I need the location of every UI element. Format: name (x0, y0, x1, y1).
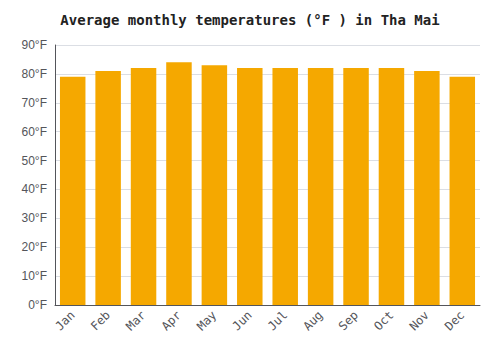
svg-text:Jul: Jul (265, 308, 290, 333)
svg-text:Sep: Sep (336, 308, 361, 333)
svg-text:20°F: 20°F (22, 240, 47, 254)
svg-text:60°F: 60°F (22, 125, 47, 139)
svg-text:Aug: Aug (300, 308, 325, 333)
svg-text:80°F: 80°F (22, 67, 47, 81)
svg-text:Feb: Feb (88, 308, 113, 333)
svg-text:Mar: Mar (123, 308, 148, 333)
svg-text:70°F: 70°F (22, 96, 47, 110)
svg-text:40°F: 40°F (22, 182, 47, 196)
svg-text:Jan: Jan (52, 308, 77, 333)
svg-text:30°F: 30°F (22, 211, 47, 225)
svg-text:Dec: Dec (442, 308, 467, 333)
svg-text:May: May (194, 308, 219, 333)
svg-text:Apr: Apr (159, 308, 184, 333)
svg-text:Nov: Nov (407, 308, 432, 333)
svg-text:0°F: 0°F (28, 298, 47, 312)
svg-text:Oct: Oct (371, 308, 396, 333)
svg-text:Jun: Jun (230, 308, 255, 333)
svg-text:50°F: 50°F (22, 154, 47, 168)
svg-text:90°F: 90°F (22, 38, 47, 52)
svg-text:Average monthly temperatures (: Average monthly temperatures (°F ) in Th… (60, 12, 439, 28)
svg-text:10°F: 10°F (22, 269, 47, 283)
